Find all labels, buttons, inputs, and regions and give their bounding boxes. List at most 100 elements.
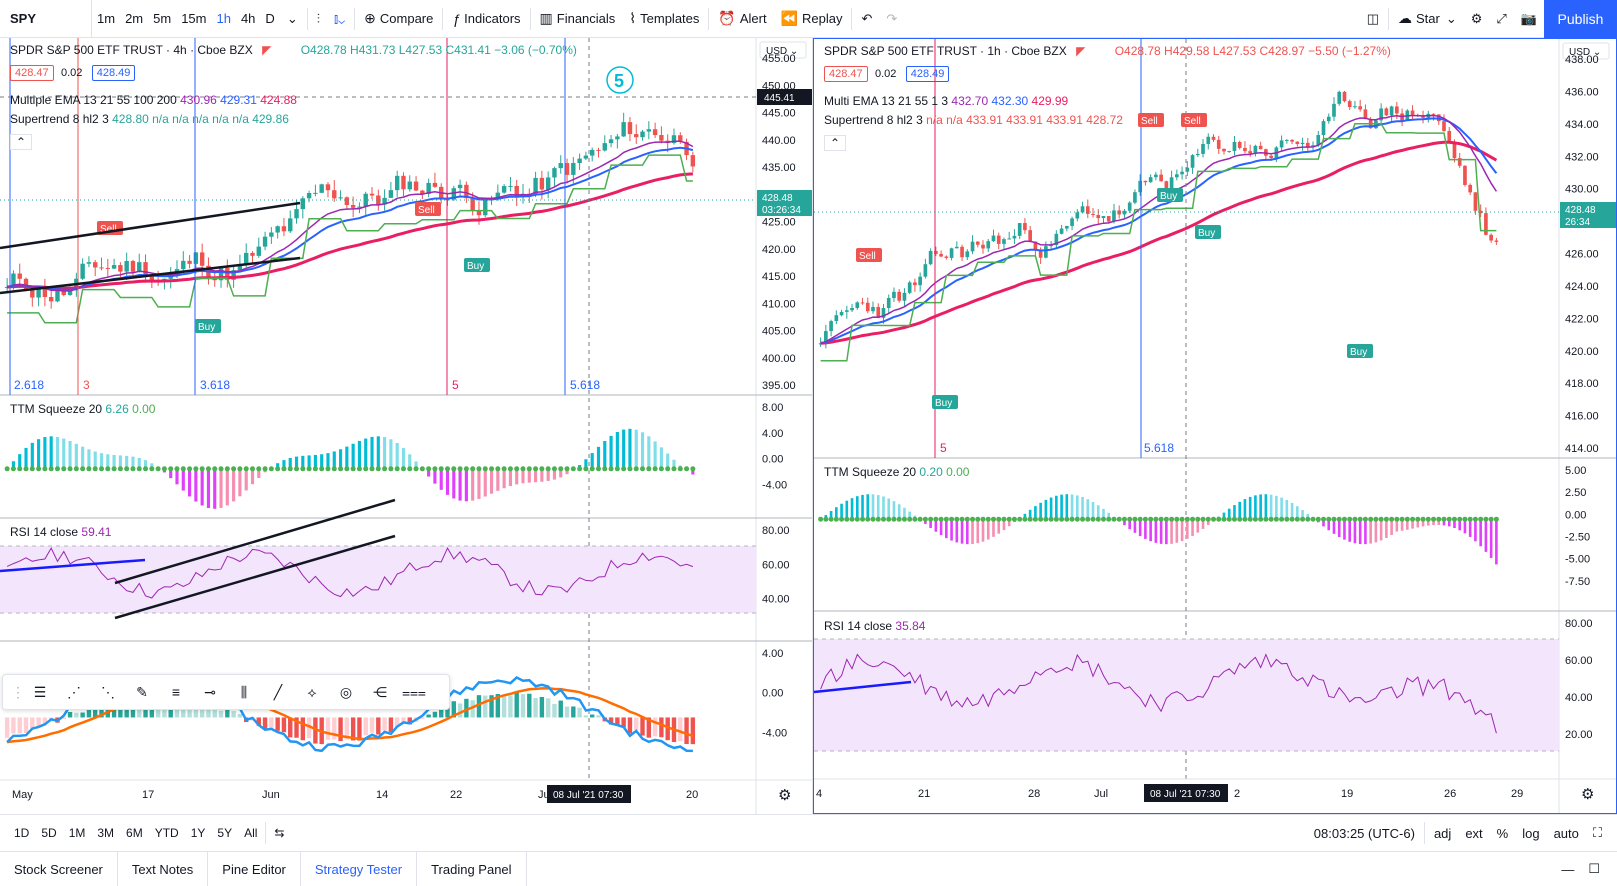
tf-1h[interactable]: 1h	[216, 11, 231, 26]
right-chart-pane[interactable]: USD ⌄438.00436.00434.00432.00430.00428.0…	[813, 38, 1617, 814]
wave-pattern-icon[interactable]: ⋰	[67, 683, 81, 700]
candle-style-icon[interactable]: ⫾⌄	[333, 10, 346, 26]
right-supertrend-legend[interactable]: Supertrend 8 hl2 3 n/a n/a 433.91 433.91…	[824, 113, 1123, 127]
left-rsi-legend[interactable]: RSI 14 close 59.41	[10, 525, 111, 539]
ttm-dot	[224, 466, 230, 472]
tf-5m[interactable]: 5m	[153, 11, 172, 26]
tf-D[interactable]: D	[265, 11, 275, 26]
tf-1m[interactable]: 1m	[97, 11, 116, 26]
tab-stock-screener[interactable]: Stock Screener	[0, 851, 118, 886]
ema-label: Multi EMA 13 21 55 1 3	[824, 94, 949, 108]
function-icon: ƒ	[452, 10, 461, 27]
alert-button[interactable]: ⏰ Alert	[711, 0, 773, 38]
camera-icon[interactable]: 📷	[1520, 10, 1537, 26]
candle-body	[369, 193, 375, 196]
candle-body	[288, 218, 293, 232]
undo-icon[interactable]: ↶	[861, 10, 873, 26]
left-ttm-legend[interactable]: TTM Squeeze 20 6.26 0.00	[10, 402, 155, 416]
replay-label: Replay	[802, 11, 843, 26]
tf-15m[interactable]: 15m	[181, 11, 207, 26]
settings-lines-icon[interactable]: ⩶	[402, 683, 426, 700]
spiral-icon[interactable]: ◎	[339, 683, 353, 700]
right-ema-legend[interactable]: Multi EMA 13 21 55 1 3 432.70 432.30 429…	[824, 94, 1068, 108]
replay-button[interactable]: ⏪ Replay	[774, 0, 850, 38]
tf-2m[interactable]: 2m	[125, 11, 144, 26]
financials-button[interactable]: ▥ Financials	[533, 0, 623, 38]
maximize-icon[interactable]: ☐	[1588, 861, 1600, 876]
crosshair-price-badge	[757, 89, 812, 105]
brush-icon[interactable]: ✎	[136, 683, 148, 700]
left-chart-canvas[interactable]: USD ⌄455.00450.00445.00440.00435.00430.0…	[0, 38, 813, 814]
range-3M[interactable]: 3M	[97, 826, 115, 840]
candles-icon[interactable]: ⫼	[240, 683, 248, 700]
abc-pattern-icon[interactable]: ⋱	[101, 683, 115, 700]
ttm-dot	[633, 466, 639, 472]
range-1Y[interactable]: 1Y	[190, 826, 206, 840]
compare-button[interactable]: ⊕ Compare	[357, 0, 440, 38]
tf-4h[interactable]: 4h	[240, 11, 256, 26]
fib-icon[interactable]: ≡	[171, 684, 181, 700]
auto-toggle[interactable]: auto	[1553, 825, 1579, 841]
layout-icon[interactable]: ◫	[1366, 10, 1379, 26]
ttm-dot	[1336, 516, 1342, 522]
tab-strategy-tester[interactable]: Strategy Tester	[301, 851, 418, 886]
star-button[interactable]: ☁ Star ⌄	[1391, 0, 1464, 38]
settings-gear-icon[interactable]: ⚙	[1470, 10, 1483, 26]
ttm-dot	[80, 466, 86, 472]
left-supertrend-legend[interactable]: Supertrend 8 hl2 3 428.80 n/a n/a n/a n/…	[10, 112, 289, 126]
ext-toggle[interactable]: ext	[1465, 825, 1483, 841]
macd-bar	[256, 717, 261, 726]
left-chart-pane[interactable]: USD ⌄455.00450.00445.00440.00435.00430.0…	[0, 38, 813, 814]
gann-icon[interactable]: ⋲	[373, 683, 387, 700]
templates-button[interactable]: ⌇ Templates	[622, 0, 706, 38]
tab-trading-panel[interactable]: Trading Panel	[417, 851, 527, 886]
signal-label: Buy	[1160, 191, 1177, 202]
range-5Y[interactable]: 5Y	[217, 826, 233, 840]
range-1D[interactable]: 1D	[14, 826, 30, 840]
fullscreen-icon[interactable]: ⛶	[1592, 825, 1602, 840]
candle-body	[1410, 110, 1415, 116]
macd-bar	[231, 711, 236, 718]
collapse-legend-button[interactable]: ⌃	[824, 135, 847, 151]
log-toggle[interactable]: log	[1522, 825, 1540, 841]
fullscreen-icon[interactable]: ⤢	[1496, 10, 1507, 26]
clock-timezone[interactable]: 08:03:25 (UTC-6)	[1313, 825, 1415, 841]
candle-body	[181, 260, 186, 270]
left-ema-legend[interactable]: Multiple EMA 13 21 55 100 200 430.96 429…	[10, 93, 297, 107]
candle-body	[457, 184, 463, 189]
bid-price[interactable]: 428.47	[10, 65, 54, 81]
collapse-legend-button[interactable]: ⌃	[10, 134, 33, 150]
redo-icon[interactable]: ↷	[886, 10, 898, 26]
drag-handle-icon[interactable]: ⋮	[11, 683, 25, 700]
right-ttm-legend[interactable]: TTM Squeeze 20 0.20 0.00	[824, 465, 969, 479]
publish-button[interactable]: Publish	[1544, 0, 1617, 38]
bid-price[interactable]: 428.47	[824, 66, 868, 82]
horizontal-ray-icon[interactable]: ⊸	[204, 683, 216, 700]
candle-body	[907, 282, 912, 293]
range-1M[interactable]: 1M	[68, 826, 86, 840]
pattern-icon[interactable]: ⟡	[307, 683, 317, 700]
range-All[interactable]: All	[244, 826, 258, 840]
minimize-icon[interactable]: —	[1561, 861, 1575, 877]
goto-date-icon[interactable]: ⇆	[274, 826, 285, 840]
bar-style-icon[interactable]: ⫶	[316, 10, 320, 26]
tab-text-notes[interactable]: Text Notes	[118, 851, 209, 886]
range-YTD[interactable]: YTD	[154, 826, 179, 840]
right-rsi-legend[interactable]: RSI 14 close 35.84	[824, 619, 925, 633]
chevron-down-icon[interactable]: ⌄	[286, 10, 298, 26]
indicators-button[interactable]: ƒ Indicators	[445, 0, 527, 38]
right-chart-canvas[interactable]: USD ⌄438.00436.00434.00432.00430.00428.0…	[814, 39, 1616, 813]
ask-price[interactable]: 428.49	[905, 66, 950, 82]
candle-body	[1112, 210, 1116, 222]
percent-toggle[interactable]: %	[1496, 825, 1509, 841]
horizontal-lines-icon[interactable]: ☰	[33, 683, 47, 700]
candle-body	[1337, 91, 1342, 104]
adj-toggle[interactable]: adj	[1433, 825, 1452, 841]
range-5D[interactable]: 5D	[41, 826, 57, 840]
symbol-search[interactable]: SPY	[0, 0, 92, 38]
range-6M[interactable]: 6M	[126, 826, 143, 840]
ttm-dot	[949, 516, 955, 522]
tab-pine-editor[interactable]: Pine Editor	[208, 851, 301, 886]
ask-price[interactable]: 428.49	[91, 65, 136, 81]
trend-line-icon[interactable]: ╱	[273, 683, 283, 700]
